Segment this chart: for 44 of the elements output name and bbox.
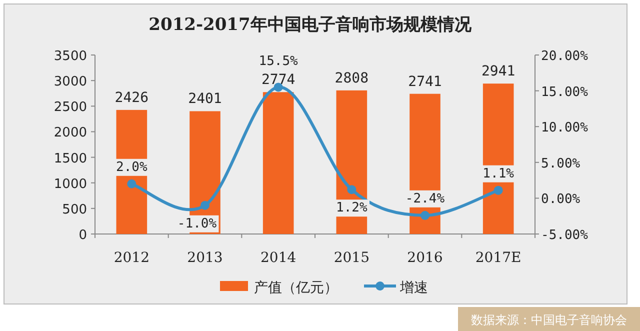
- x-tick-label: 2016: [407, 250, 443, 266]
- y2-tick-label: 5.00%: [541, 156, 580, 172]
- legend-label: 产值（亿元）: [254, 279, 338, 295]
- bar: [482, 84, 514, 234]
- legend-label: 增速: [399, 279, 428, 295]
- data-label: 15.5%: [258, 54, 298, 70]
- x-tick-label: 2014: [260, 250, 296, 266]
- point: [127, 179, 136, 188]
- y-tick-label: 0: [78, 228, 87, 243]
- x-tick-label: 2017E: [475, 250, 522, 266]
- data-label: 2941: [481, 64, 516, 80]
- y-tick-label: 1500: [54, 151, 87, 166]
- data-label: 2741: [408, 74, 442, 90]
- data-label: 1.2%: [336, 200, 368, 216]
- y2-tick-label: -5.00%: [541, 228, 588, 243]
- data-label: 1.1%: [482, 166, 514, 182]
- data-label: 2401: [188, 91, 222, 108]
- data-label: 2.0%: [116, 160, 148, 175]
- x-tick-label: 2012: [114, 250, 150, 266]
- y-tick-label: 500: [62, 202, 87, 218]
- y2-tick-label: 10.00%: [541, 120, 588, 136]
- data-label: -2.4%: [405, 191, 445, 206]
- data-label: 2774: [261, 72, 296, 88]
- y2-tick-label: 15.00%: [541, 84, 588, 100]
- x-tick-label: 2015: [334, 250, 370, 266]
- point: [420, 210, 430, 220]
- source-note: 数据来源：中国电子音响协会: [471, 313, 627, 327]
- y2-tick-label: 20.00%: [541, 49, 588, 64]
- y-tick-label: 1000: [54, 176, 87, 192]
- point: [200, 200, 210, 210]
- bar: [262, 92, 294, 234]
- data-label: 2808: [334, 70, 369, 86]
- chart-title: 2012-2017年中国电子音响市场规模情况: [148, 15, 472, 35]
- y-tick-label: 3500: [54, 49, 87, 64]
- y-tick-label: 2500: [54, 100, 87, 116]
- x-tick-label: 2013: [187, 250, 223, 266]
- data-label: 2426: [114, 90, 149, 106]
- point: [347, 185, 356, 194]
- annotation: 数据来源：中国电子音响协会: [458, 307, 640, 331]
- y2-tick-label: 0.00%: [541, 192, 580, 208]
- point: [494, 186, 503, 195]
- y-tick-label: 2000: [54, 126, 87, 141]
- y-tick-label: 3000: [54, 74, 87, 90]
- data-label: -1.0%: [177, 216, 217, 232]
